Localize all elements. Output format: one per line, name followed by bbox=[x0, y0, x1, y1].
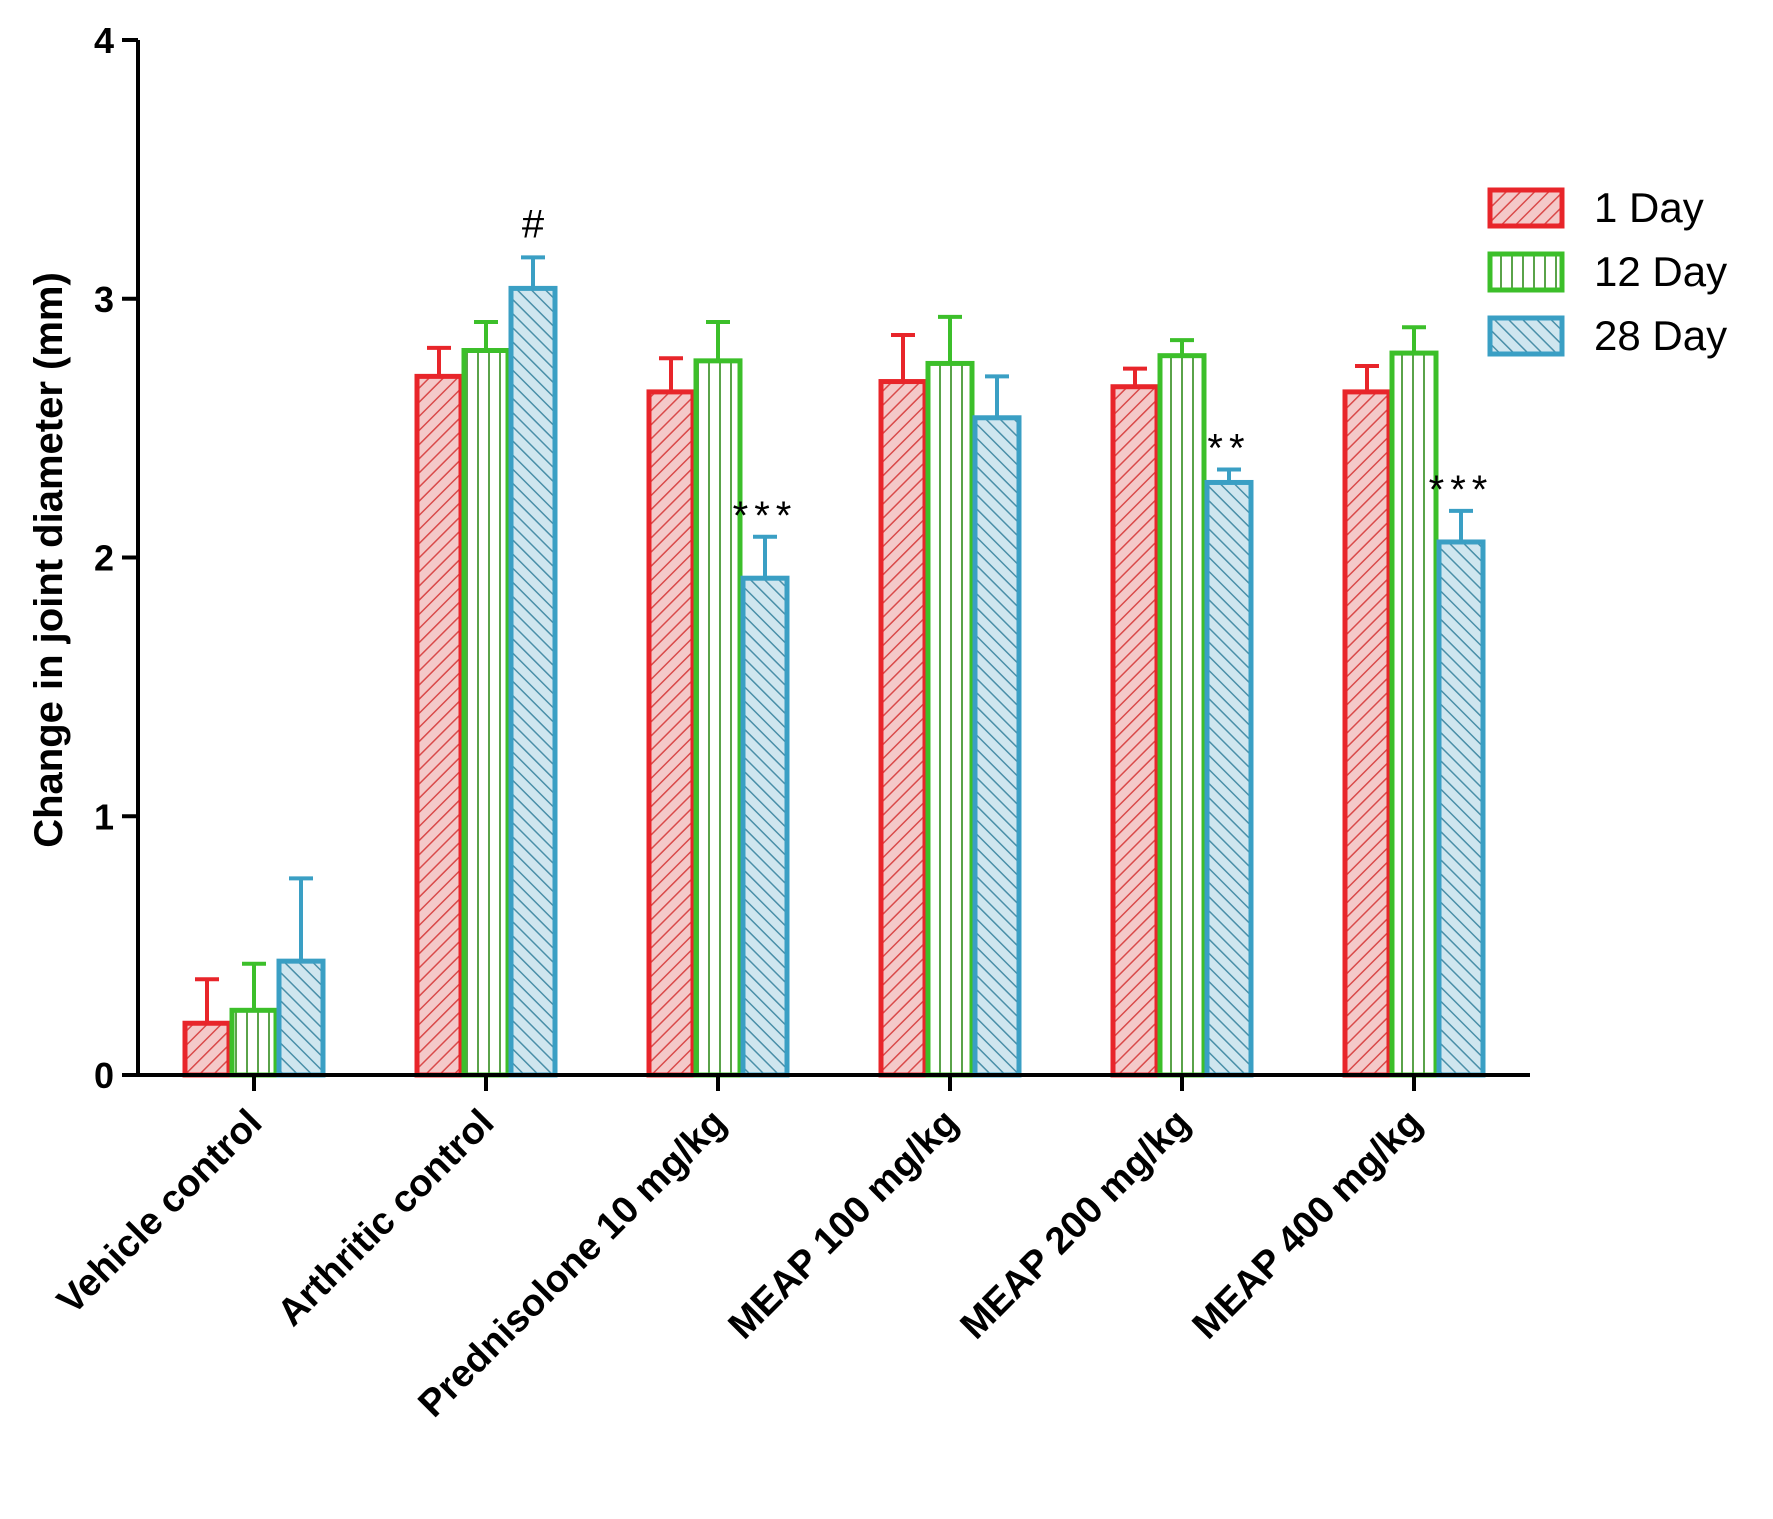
bar bbox=[1342, 389, 1392, 1078]
x-category-label: MEAP 200 mg/kg bbox=[953, 1102, 1199, 1348]
x-category-label: MEAP 400 mg/kg bbox=[1185, 1102, 1431, 1348]
y-tick-label: 2 bbox=[94, 538, 114, 579]
legend-swatch bbox=[1487, 187, 1565, 229]
y-tick-label: 0 bbox=[94, 1055, 114, 1096]
bar bbox=[1204, 479, 1254, 1078]
y-axis: 0 1 2 3 4 bbox=[94, 20, 140, 1096]
bar-series bbox=[182, 285, 1486, 1078]
x-category-label: MEAP 100 mg/kg bbox=[721, 1102, 967, 1348]
error-bars bbox=[195, 255, 1473, 1024]
legend-label: 12 Day bbox=[1594, 248, 1727, 295]
bar bbox=[508, 285, 558, 1078]
bar bbox=[972, 415, 1022, 1078]
legend-swatch bbox=[1487, 315, 1565, 357]
bar bbox=[878, 379, 928, 1078]
y-tick-label: 4 bbox=[94, 20, 114, 61]
bar bbox=[646, 389, 696, 1078]
bar bbox=[182, 1020, 232, 1078]
bar bbox=[229, 1007, 279, 1078]
legend: 1 Day 12 Day 28 Day bbox=[1487, 184, 1727, 359]
x-axis: Vehicle control Arthritic controlPredniso… bbox=[50, 1073, 1530, 1426]
bar bbox=[1436, 539, 1486, 1078]
x-category-label: Arthritic control bbox=[270, 1102, 503, 1335]
legend-label: 28 Day bbox=[1594, 312, 1727, 359]
significance-marker: ** bbox=[1207, 427, 1250, 471]
y-axis-title: Change in joint diameter (mm) bbox=[27, 272, 71, 848]
legend-swatch bbox=[1487, 251, 1565, 293]
significance-marker: # bbox=[522, 202, 545, 246]
bar bbox=[1110, 384, 1160, 1078]
bar bbox=[740, 575, 790, 1078]
significance-marker: *** bbox=[1429, 468, 1494, 512]
bar bbox=[1389, 350, 1439, 1078]
x-category-label: Vehicle control bbox=[50, 1102, 271, 1323]
bar bbox=[276, 958, 326, 1078]
bar bbox=[1157, 353, 1207, 1078]
significance-marker: *** bbox=[733, 494, 798, 538]
significance-annotations: #******** bbox=[522, 202, 1494, 538]
y-tick-label: 1 bbox=[94, 796, 114, 837]
legend-label: 1 Day bbox=[1594, 184, 1704, 231]
bar bbox=[693, 358, 743, 1078]
bar bbox=[414, 373, 464, 1078]
y-tick-label: 3 bbox=[94, 279, 114, 320]
bar bbox=[461, 348, 511, 1078]
bar bbox=[925, 360, 975, 1078]
